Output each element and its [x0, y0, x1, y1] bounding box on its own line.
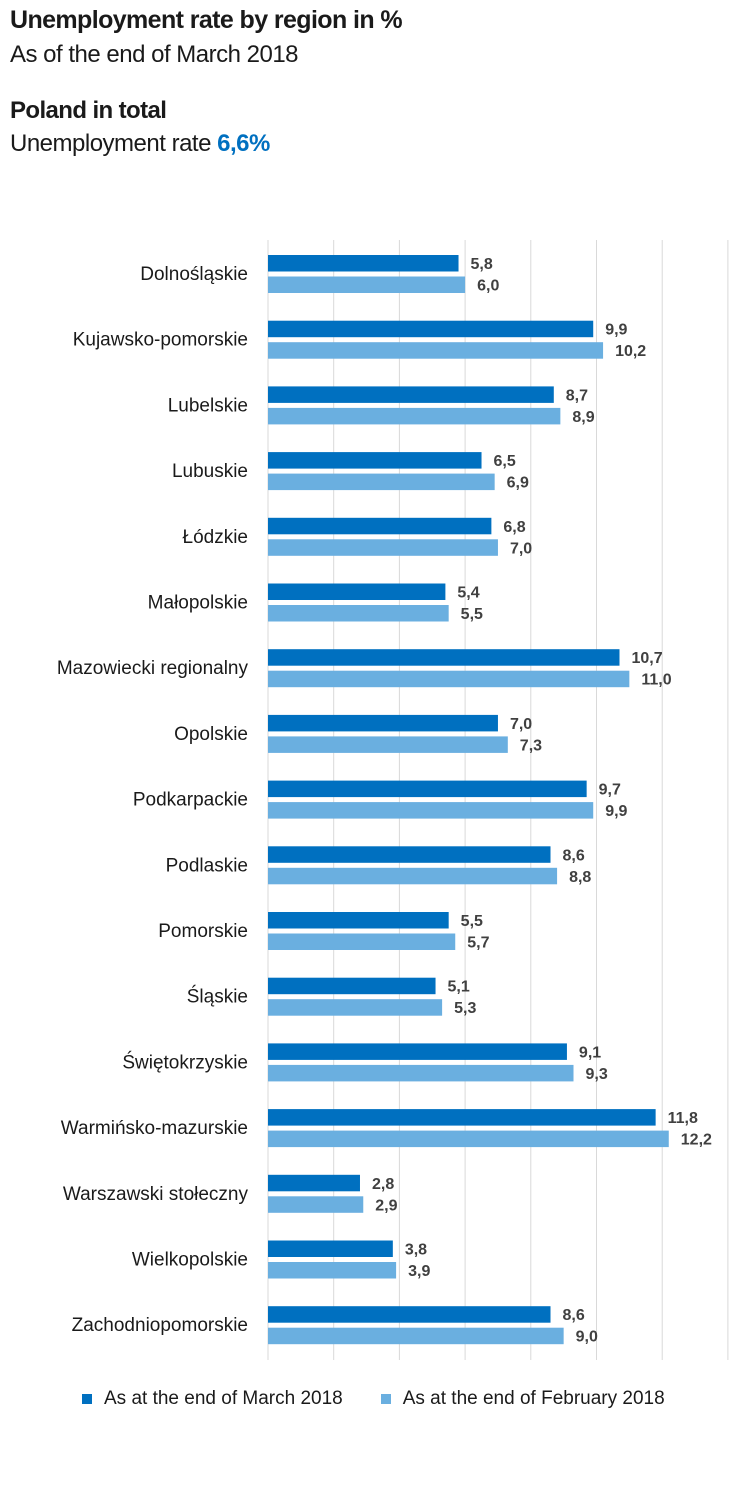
data-label-march: 8,6 [563, 847, 585, 864]
data-label-march: 11,8 [668, 1110, 698, 1127]
data-label-march: 9,1 [579, 1044, 601, 1061]
data-label-march: 3,8 [405, 1242, 427, 1259]
data-label-february: 10,2 [615, 343, 646, 360]
bar-february [268, 867, 558, 885]
legend: As at the end of March 2018 As at the en… [82, 1388, 703, 1410]
total-label: Unemployment rate [10, 130, 211, 157]
legend-swatch-february [380, 1394, 391, 1404]
data-label-march: 5,5 [461, 913, 483, 930]
bar-february [268, 1327, 564, 1345]
bar-march [268, 1240, 393, 1257]
bar-february [268, 999, 443, 1016]
legend-swatch-march [82, 1394, 92, 1404]
bar-chart: Dolnośląskie 5,8 6,0 Kujawsko-pomorskie 9,9 1… [57, 240, 729, 1360]
bar-march [268, 255, 459, 272]
category-label: Zachodniopomorskie [72, 1315, 248, 1336]
data-label-february: 9,9 [605, 803, 627, 820]
data-label-march: 10,7 [631, 650, 662, 667]
bar-march [268, 714, 498, 732]
legend-item-february: As at the end of February 2018 [380, 1388, 665, 1410]
data-label-march: 6,8 [503, 519, 525, 536]
category-label: Podkarpackie [133, 790, 248, 811]
bar-february [268, 407, 561, 425]
category-label: Warmińsko-mazurskie [61, 1118, 248, 1139]
bar-march [268, 780, 587, 798]
bar-february [268, 1130, 669, 1148]
total-heading: Poland in total [10, 97, 167, 124]
bar-march [268, 977, 436, 995]
data-label-march: 7,0 [510, 716, 532, 733]
category-label: Podlaskie [166, 855, 248, 876]
bar-february [268, 736, 508, 753]
chart-subtitle: As of the end of March 2018 [10, 41, 299, 68]
bar-march [268, 846, 551, 863]
data-label-february: 2,9 [375, 1197, 397, 1214]
bar-february [268, 473, 495, 491]
category-label: Lubelskie [168, 395, 248, 416]
bar-march [268, 452, 482, 469]
bar-march [268, 1174, 360, 1192]
data-label-february: 9,3 [586, 1066, 608, 1083]
bar-march [268, 912, 449, 929]
bar-february [268, 276, 466, 293]
category-label: Dolnośląskie [140, 264, 248, 285]
data-label-february: 8,9 [572, 409, 594, 426]
data-label-february: 3,9 [408, 1263, 430, 1280]
bar-february [268, 342, 604, 359]
bar-february [268, 1262, 397, 1279]
bar-february [268, 605, 449, 622]
bar-february [268, 539, 498, 556]
data-label-february: 5,5 [461, 606, 483, 623]
bar-february [268, 1196, 364, 1213]
bar-march [268, 1043, 567, 1060]
category-label: Wielkopolskie [132, 1250, 248, 1271]
category-label: Warszawski stołeczny [63, 1184, 249, 1205]
data-label-february: 7,3 [520, 737, 542, 754]
total-line: Unemployment rate 6,6% [10, 130, 270, 158]
data-label-march: 8,7 [566, 387, 588, 404]
category-label: Opolskie [174, 724, 248, 745]
bar-february [268, 1064, 574, 1082]
total-value: 6,6% [217, 130, 270, 157]
data-label-february: 6,9 [507, 475, 529, 492]
data-label-february: 8,8 [569, 869, 591, 886]
legend-label-february: As at the end of February 2018 [402, 1388, 665, 1409]
data-label-march: 5,4 [457, 585, 479, 602]
data-label-february: 5,3 [454, 1000, 476, 1017]
category-label: Lubuskie [172, 461, 248, 482]
data-label-february: 12,2 [681, 1132, 712, 1149]
data-label-march: 2,8 [372, 1176, 394, 1193]
data-label-february: 7,0 [510, 540, 532, 557]
data-label-february: 11,0 [641, 672, 671, 689]
bar-february [268, 933, 456, 950]
data-label-march: 8,6 [563, 1307, 585, 1324]
data-label-march: 5,1 [448, 979, 470, 996]
data-label-march: 9,7 [599, 782, 621, 799]
bar-march [268, 1109, 656, 1126]
chart-title: Unemployment rate by region in % [10, 6, 403, 34]
category-label: Mazowiecki regionalny [57, 658, 249, 679]
data-label-march: 6,5 [494, 453, 516, 470]
bar-march [268, 386, 554, 403]
bar-march [268, 583, 446, 600]
data-label-february: 9,0 [576, 1329, 598, 1346]
data-label-march: 5,8 [471, 256, 493, 273]
legend-item-march: As at the end of March 2018 [82, 1388, 343, 1410]
category-label: Łódzkie [183, 527, 249, 548]
bar-march [268, 649, 620, 666]
data-label-february: 5,7 [467, 935, 489, 952]
bar-march [268, 320, 594, 338]
category-label: Świętokrzyskie [122, 1051, 248, 1073]
bar-february [268, 802, 594, 819]
category-label: Kujawsko-pomorskie [73, 330, 248, 351]
bar-march [268, 517, 492, 535]
legend-label-march: As at the end of March 2018 [104, 1388, 343, 1409]
data-label-february: 6,0 [477, 278, 499, 295]
bar-march [268, 1306, 551, 1323]
bar-february [268, 670, 630, 688]
category-label: Pomorskie [158, 921, 248, 942]
category-label: Małopolskie [148, 593, 248, 614]
data-label-march: 9,9 [605, 322, 627, 339]
category-label: Śląskie [187, 986, 248, 1008]
